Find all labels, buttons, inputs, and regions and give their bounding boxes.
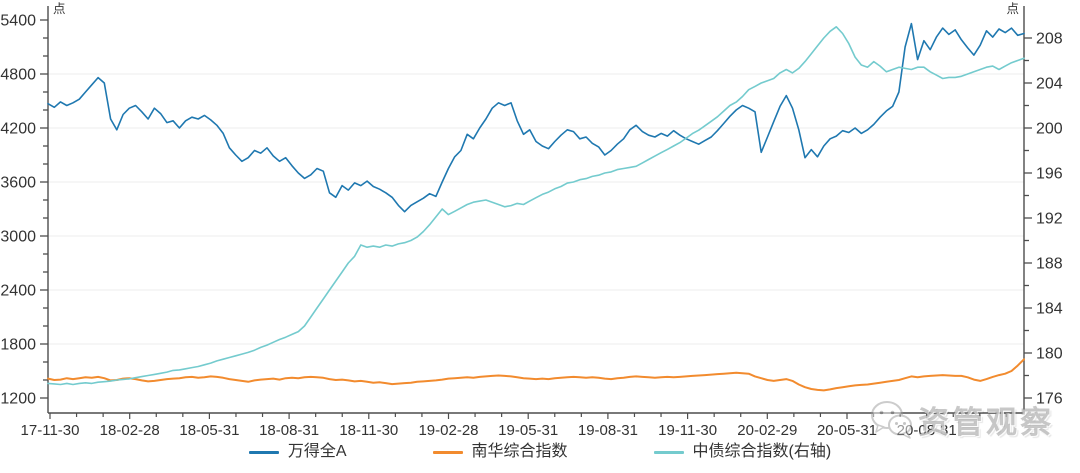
svg-text:184: 184 bbox=[1036, 301, 1063, 318]
svg-text:3000: 3000 bbox=[0, 229, 36, 246]
svg-text:18-08-31: 18-08-31 bbox=[259, 422, 319, 439]
svg-text:20-08-31: 20-08-31 bbox=[897, 422, 957, 439]
svg-text:20-05-31: 20-05-31 bbox=[817, 422, 877, 439]
svg-text:188: 188 bbox=[1036, 256, 1063, 273]
legend-label-nanhua-composite: 南华综合指数 bbox=[471, 443, 568, 460]
svg-text:208: 208 bbox=[1036, 31, 1063, 48]
legend-label-chinabond-composite: 中债综合指数(右轴) bbox=[692, 443, 832, 460]
svg-text:19-08-31: 19-08-31 bbox=[578, 422, 638, 439]
legend-item-chinabond-composite: 中债综合指数(右轴) bbox=[653, 443, 832, 460]
svg-text:196: 196 bbox=[1036, 166, 1063, 183]
svg-text:18-11-30: 18-11-30 bbox=[339, 422, 398, 439]
svg-text:20-02-29: 20-02-29 bbox=[737, 422, 797, 439]
svg-text:1200: 1200 bbox=[0, 391, 36, 408]
legend-swatch-chinabond-composite bbox=[653, 450, 684, 454]
legend-item-nanhua-composite: 南华综合指数 bbox=[432, 443, 568, 460]
svg-text:192: 192 bbox=[1036, 211, 1063, 228]
svg-text:点: 点 bbox=[53, 2, 66, 16]
chart-legend: 万得全A 南华综合指数 中债综合指数(右轴) bbox=[0, 444, 1080, 460]
svg-text:180: 180 bbox=[1036, 346, 1063, 363]
legend-swatch-wind-all-a bbox=[248, 450, 279, 454]
series-line-0 bbox=[47, 22, 1025, 213]
svg-text:点: 点 bbox=[1006, 2, 1019, 16]
svg-text:2400: 2400 bbox=[0, 283, 36, 300]
svg-text:5400: 5400 bbox=[0, 13, 36, 30]
svg-text:19-02-28: 19-02-28 bbox=[418, 422, 478, 439]
svg-text:19-05-31: 19-05-31 bbox=[498, 422, 558, 439]
svg-text:4800: 4800 bbox=[0, 67, 36, 84]
series-line-2 bbox=[47, 25, 1025, 386]
svg-text:17-11-30: 17-11-30 bbox=[21, 422, 80, 439]
series-line-1 bbox=[47, 358, 1025, 392]
svg-text:1800: 1800 bbox=[0, 337, 36, 354]
svg-text:3600: 3600 bbox=[0, 175, 36, 192]
legend-label-wind-all-a: 万得全A bbox=[287, 443, 347, 460]
svg-text:19-11-30: 19-11-30 bbox=[658, 422, 717, 439]
svg-text:18-05-31: 18-05-31 bbox=[179, 422, 239, 439]
svg-text:4200: 4200 bbox=[0, 121, 36, 138]
svg-text:200: 200 bbox=[1036, 121, 1063, 138]
svg-text:204: 204 bbox=[1036, 76, 1063, 93]
legend-swatch-nanhua-composite bbox=[432, 450, 463, 454]
svg-text:176: 176 bbox=[1036, 391, 1063, 408]
svg-text:18-02-28: 18-02-28 bbox=[100, 422, 160, 439]
legend-item-wind-all-a: 万得全A bbox=[248, 443, 347, 460]
